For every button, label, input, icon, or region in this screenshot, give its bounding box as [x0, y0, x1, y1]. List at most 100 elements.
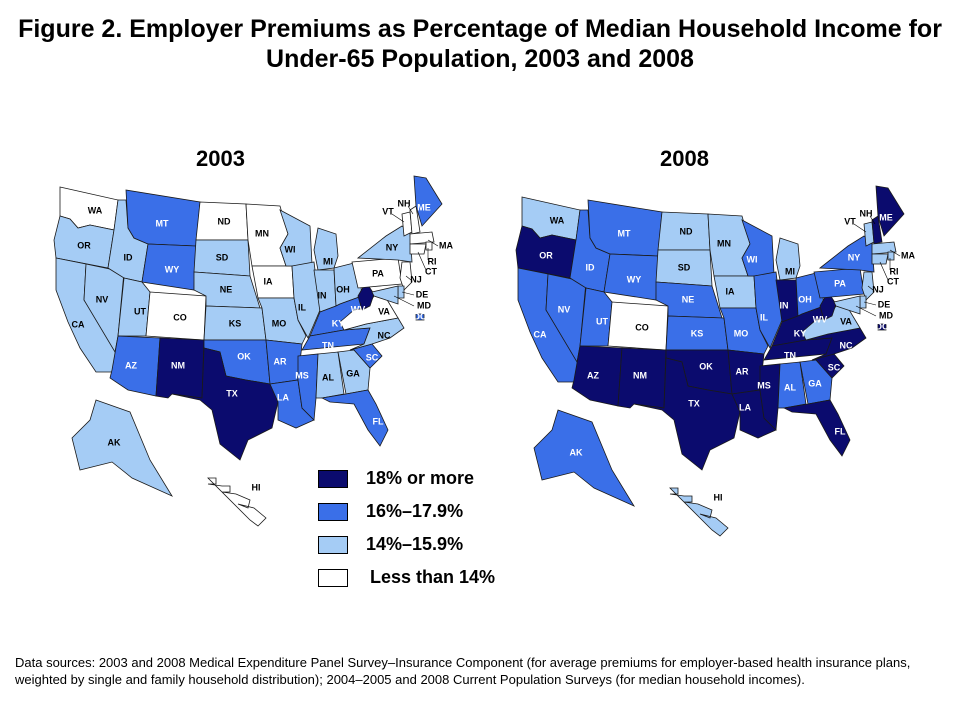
state-tx-2003	[171, 347, 279, 461]
state-label-ia-2008: IA	[726, 286, 736, 296]
state-ma-2003	[409, 231, 435, 245]
state-label-ky-2003: KY	[332, 318, 345, 328]
state-label-ak-2008: AK	[570, 447, 583, 457]
state-label-al-2008: AL	[784, 382, 796, 392]
state-label-sc-2003: SC	[366, 352, 379, 362]
state-label-ny-2008: NY	[848, 252, 861, 262]
state-label-va-2003: VA	[378, 306, 390, 316]
state-label-me-2008: ME	[879, 212, 893, 222]
leader-line-nj-2003	[405, 275, 412, 281]
data-sources-note: Data sources: 2003 and 2008 Medical Expe…	[15, 655, 911, 687]
state-label-co-2008: CO	[635, 322, 649, 332]
leader-line-vt-2008	[853, 223, 867, 233]
state-label-ar-2003: AR	[274, 356, 287, 366]
state-label-sd-2008: SD	[678, 262, 691, 272]
state-label-nh-2008: NH	[860, 208, 873, 218]
state-label-nj-2008: NJ	[872, 284, 884, 294]
state-label-ok-2003: OK	[237, 351, 251, 361]
state-label-tn-2003: TN	[322, 340, 334, 350]
state-hi-2008	[669, 487, 729, 537]
state-label-ny-2003: NY	[386, 242, 399, 252]
leader-line-md-2003	[393, 295, 415, 307]
leader-line-nh-2003	[407, 205, 414, 215]
state-ak-2008	[533, 409, 636, 507]
state-label-pa-2003: PA	[372, 268, 384, 278]
state-label-ca-2003: CA	[72, 319, 85, 329]
state-label-ri-2003: RI	[428, 256, 437, 266]
state-label-mo-2003: MO	[272, 318, 287, 328]
state-label-ct-2008: CT	[887, 276, 899, 286]
legend-swatch-cat3	[318, 503, 348, 521]
state-label-md-2003: MD	[417, 300, 431, 310]
state-label-nv-2008: NV	[558, 304, 571, 314]
state-label-vt-2008: VT	[844, 216, 856, 226]
state-label-nh-2003: NH	[398, 198, 411, 208]
state-label-fl-2003: FL	[373, 416, 384, 426]
state-label-nv-2003: NV	[96, 294, 109, 304]
state-fl-2008	[782, 399, 851, 457]
state-ct-2008	[871, 253, 889, 265]
state-label-ar-2008: AR	[736, 366, 749, 376]
state-label-ks-2008: KS	[691, 328, 704, 338]
leader-line-ct-2008	[879, 261, 889, 281]
leader-line-ma-2008	[889, 249, 901, 257]
state-label-il-2003: IL	[298, 302, 307, 312]
state-label-ma-2003: MA	[439, 240, 453, 250]
state-label-pa-2008: PA	[834, 278, 846, 288]
state-me-2003	[413, 175, 443, 227]
state-label-ne-2008: NE	[682, 294, 695, 304]
state-label-ia-2003: IA	[264, 276, 274, 286]
state-label-tx-2008: TX	[688, 398, 700, 408]
state-label-ky-2008: KY	[794, 328, 807, 338]
legend-swatch-cat2	[318, 536, 348, 554]
figure-title: Figure 2. Employer Premiums as Percentag…	[18, 15, 942, 73]
state-label-la-2003: LA	[277, 392, 289, 402]
state-label-wv-2003: WV	[351, 304, 366, 314]
map-year-2008: 2008	[660, 146, 709, 171]
state-hi-2003	[207, 477, 267, 527]
leader-line-nj-2008	[867, 285, 874, 291]
state-label-nj-2003: NJ	[410, 274, 422, 284]
state-label-id-2008: ID	[586, 262, 596, 272]
state-label-az-2003: AZ	[125, 360, 137, 370]
legend-swatch-cat4	[318, 470, 348, 488]
state-ak-2003	[71, 399, 174, 497]
state-label-ga-2003: GA	[346, 368, 360, 378]
legend-swatch-cat1	[318, 569, 348, 587]
state-label-ok-2008: OK	[699, 361, 713, 371]
state-label-wy-2008: WY	[627, 274, 642, 284]
state-label-wa-2003: WA	[88, 205, 103, 215]
state-label-ms-2003: MS	[295, 370, 309, 380]
state-label-ne-2003: NE	[220, 284, 233, 294]
state-il-2008	[753, 271, 783, 349]
state-label-wv-2008: WV	[813, 314, 828, 324]
state-label-nc-2008: NC	[840, 340, 853, 350]
state-label-wa-2008: WA	[550, 215, 565, 225]
state-label-mi-2003: MI	[323, 256, 333, 266]
state-dc-2008	[877, 323, 887, 331]
state-label-mt-2003: MT	[156, 218, 169, 228]
state-label-de-2003: DE	[416, 289, 429, 299]
state-ri-2003	[425, 241, 433, 251]
state-label-ct-2003: CT	[425, 266, 437, 276]
state-label-sc-2008: SC	[828, 362, 841, 372]
leader-line-nh-2008	[869, 215, 876, 225]
state-label-mo-2008: MO	[734, 328, 749, 338]
state-label-md-2008: MD	[879, 310, 893, 320]
state-label-tn-2008: TN	[784, 350, 796, 360]
state-il-2003	[291, 261, 321, 339]
state-label-ks-2003: KS	[229, 318, 242, 328]
state-label-ms-2008: MS	[757, 380, 771, 390]
state-label-nm-2008: NM	[633, 370, 647, 380]
state-label-nd-2003: ND	[218, 216, 231, 226]
state-wi-2003	[279, 209, 313, 267]
state-label-mn-2008: MN	[717, 238, 731, 248]
state-label-or-2003: OR	[77, 240, 91, 250]
state-label-de-2008: DE	[878, 299, 891, 309]
legend-label-cat1: Less than 14%	[370, 567, 496, 587]
state-label-vt-2003: VT	[382, 206, 394, 216]
state-tx-2008	[633, 357, 741, 471]
state-ct-2003	[409, 243, 427, 255]
leader-line-de-2003	[401, 291, 415, 296]
